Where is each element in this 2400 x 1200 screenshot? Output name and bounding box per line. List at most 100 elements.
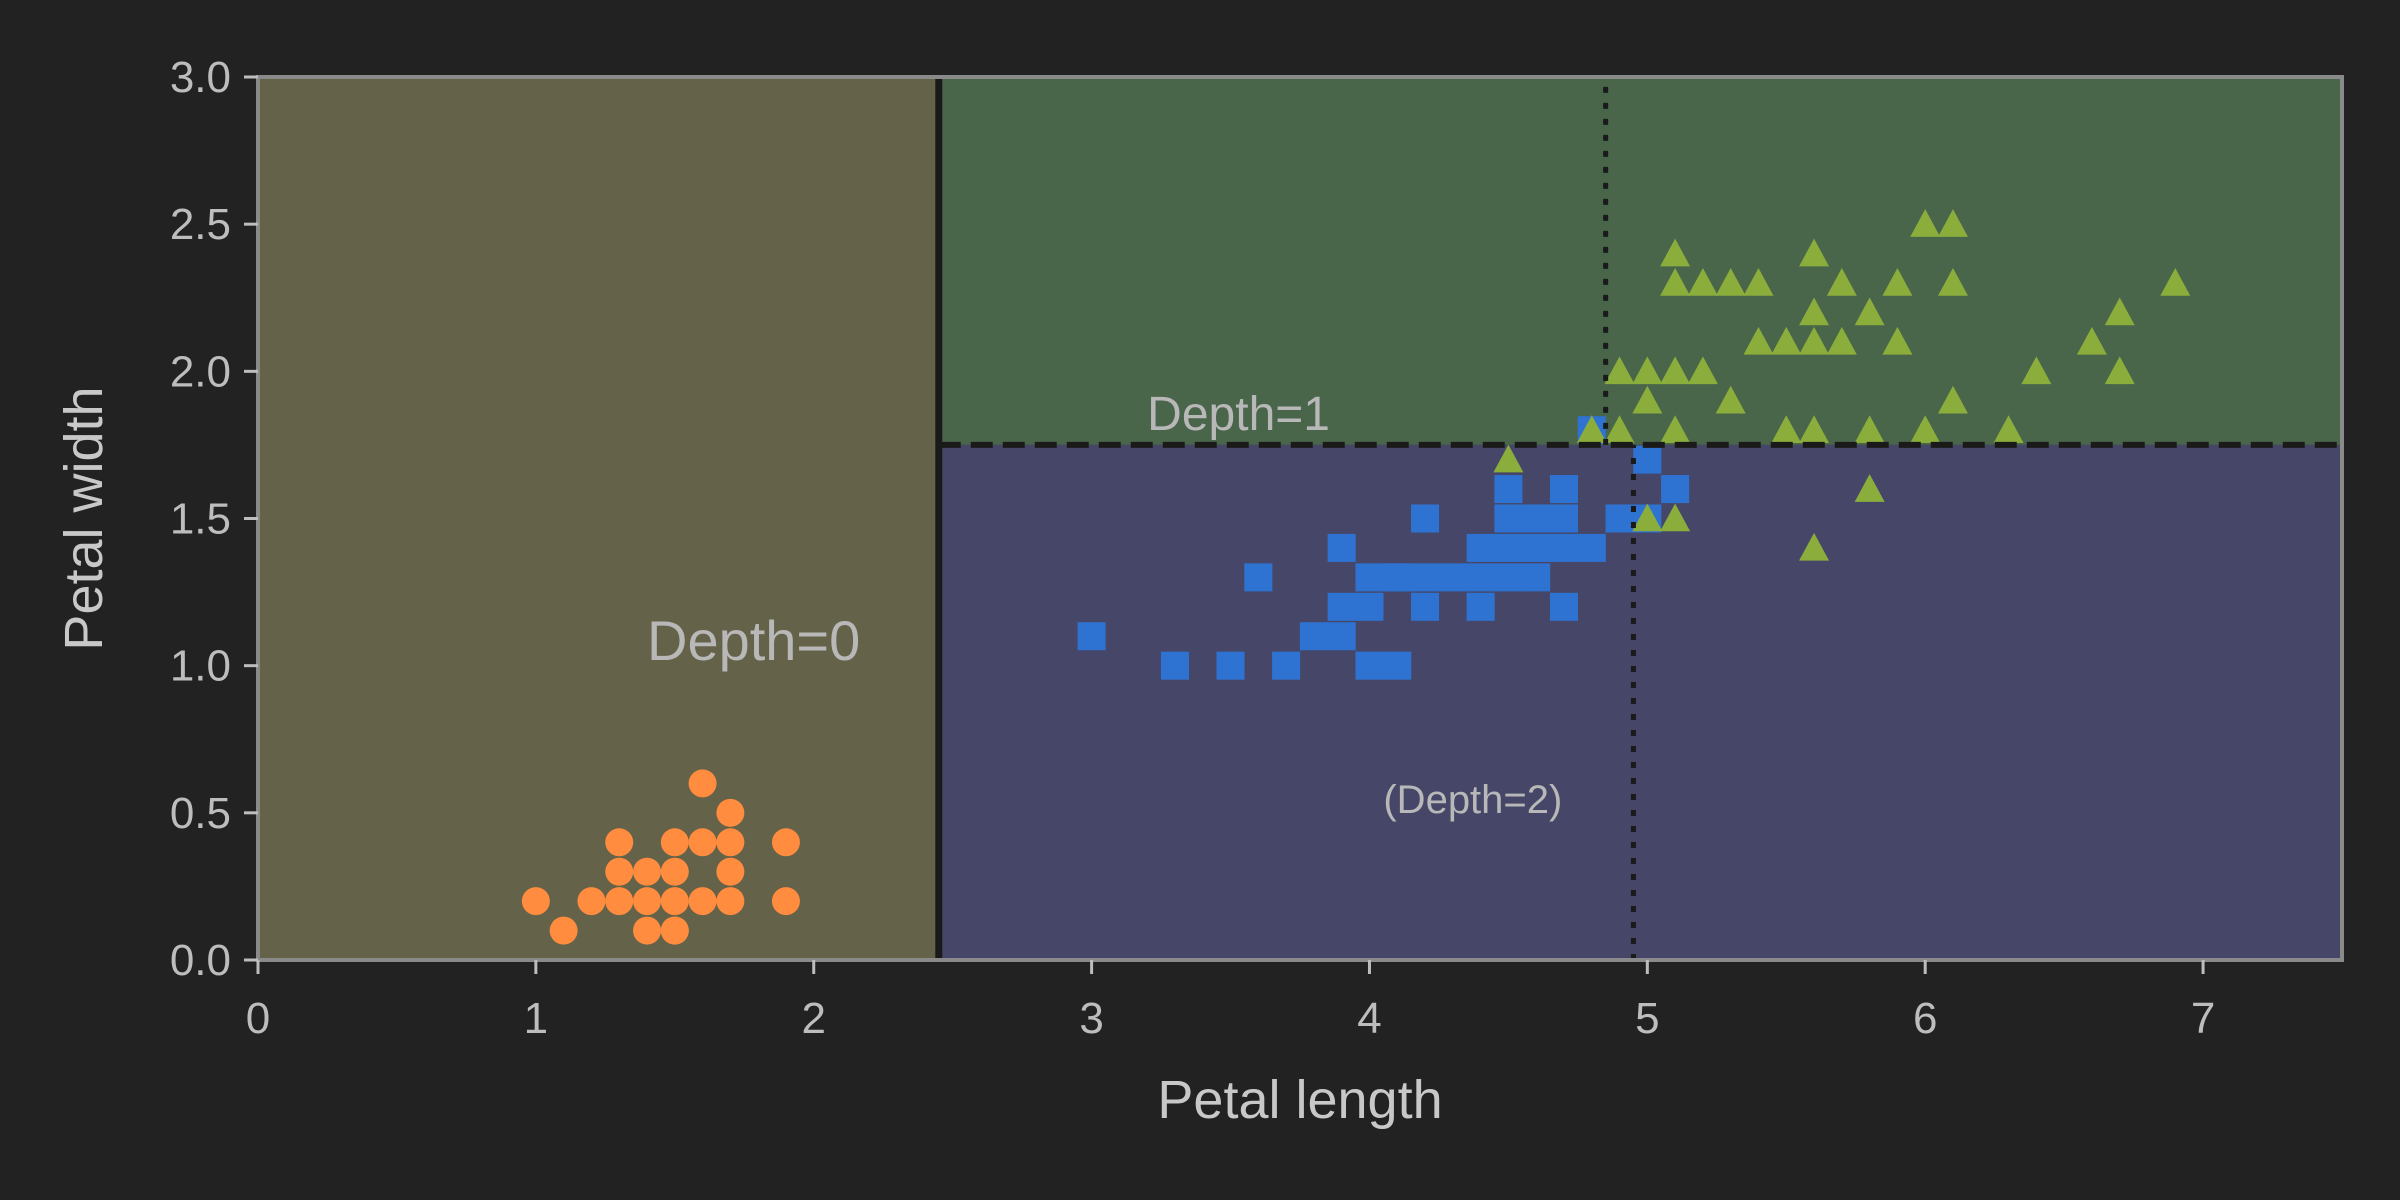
point-triangle [1799, 415, 1830, 443]
point-square [1466, 592, 1495, 621]
point-triangle [1576, 415, 1607, 443]
point-square [1160, 651, 1189, 680]
point-triangle [1660, 503, 1691, 532]
point-triangle [1660, 356, 1691, 385]
point-square [1549, 592, 1578, 621]
x-axis-title: Petal length [1157, 1070, 1442, 1130]
point-triangle [1743, 268, 1774, 296]
point-triangle [1493, 444, 1524, 473]
point-square [1522, 533, 1551, 562]
point-circle [633, 916, 662, 945]
point-square [1077, 622, 1106, 651]
point-triangle [1660, 415, 1691, 443]
point-triangle [2104, 356, 2135, 385]
point-triangle [2160, 268, 2191, 296]
point-triangle [1687, 356, 1718, 385]
point-triangle [1743, 326, 1774, 355]
point-triangle [1854, 474, 1885, 502]
depth-annotations: Depth=0 Depth=1 (Depth=2) [647, 388, 1562, 822]
x-axis: 0 1 2 3 4 5 6 7 [246, 960, 2215, 1043]
y-tick-label: 0.0 [170, 936, 231, 985]
point-triangle [1799, 297, 1830, 326]
x-tick-label: 7 [2191, 994, 2215, 1043]
point-square [1383, 651, 1412, 680]
point-square [1522, 504, 1551, 533]
y-axis: 0.0 0.5 1.0 1.5 2.0 2.5 3.0 [170, 53, 258, 985]
point-square [1327, 622, 1356, 651]
point-triangle [1604, 415, 1635, 443]
point-triangle [1993, 415, 2024, 443]
point-triangle [1771, 326, 1802, 355]
point-triangle [1771, 415, 1802, 443]
point-circle [688, 769, 717, 798]
point-circle [660, 857, 689, 886]
point-circle [771, 828, 800, 857]
point-square [1411, 592, 1440, 621]
point-circle [577, 887, 606, 916]
point-circle [716, 887, 745, 916]
data-points [521, 209, 2191, 945]
point-square [1438, 563, 1467, 592]
point-square [1383, 563, 1412, 592]
point-triangle [1632, 385, 1663, 414]
point-square [1411, 563, 1440, 592]
point-square [1244, 563, 1273, 592]
point-square [1355, 563, 1384, 592]
point-triangle [1826, 326, 1857, 355]
point-square [1549, 475, 1578, 504]
point-triangle [1632, 356, 1663, 385]
point-circle [605, 828, 634, 857]
point-circle [771, 887, 800, 916]
x-tick-label: 0 [246, 994, 270, 1043]
point-square [1466, 563, 1495, 592]
point-square [1605, 504, 1634, 533]
point-circle [633, 887, 662, 916]
point-triangle [1660, 238, 1691, 267]
point-square [1327, 533, 1356, 562]
region-0 [258, 77, 939, 960]
x-tick-label: 6 [1913, 994, 1937, 1043]
point-triangle [1826, 268, 1857, 296]
point-circle [605, 857, 634, 886]
point-circle [605, 887, 634, 916]
decision-boundaries [935, 77, 2342, 960]
point-square [1272, 651, 1301, 680]
point-triangle [1854, 415, 1885, 443]
x-tick-label: 4 [1357, 994, 1381, 1043]
point-circle [660, 828, 689, 857]
annotation-depth: Depth=0 [647, 609, 860, 672]
point-square [1494, 563, 1523, 592]
point-square [1466, 533, 1495, 562]
point-triangle [1715, 385, 1746, 414]
point-triangle [1799, 238, 1830, 267]
point-triangle [2104, 297, 2135, 326]
y-tick-label: 1.5 [170, 495, 231, 544]
x-tick-label: 3 [1079, 994, 1103, 1043]
x-tick-label: 2 [801, 994, 825, 1043]
point-square [1216, 651, 1245, 680]
y-tick-label: 2.0 [170, 347, 231, 396]
point-triangle [1882, 326, 1913, 355]
x-tick-label: 1 [524, 994, 548, 1043]
point-triangle [1687, 268, 1718, 296]
x-tick-label: 5 [1635, 994, 1659, 1043]
point-triangle [1937, 268, 1968, 296]
point-square [1494, 504, 1523, 533]
decision-regions [258, 77, 2342, 961]
point-square [1577, 533, 1606, 562]
point-triangle [1715, 268, 1746, 296]
y-tick-label: 1.0 [170, 642, 231, 691]
point-square [1661, 475, 1690, 504]
point-square [1494, 475, 1523, 504]
point-square [1299, 622, 1328, 651]
point-circle [688, 887, 717, 916]
annotation-depth: (Depth=2) [1383, 778, 1562, 822]
point-circle [521, 887, 550, 916]
point-circle [716, 798, 745, 827]
point-triangle [1937, 209, 1968, 237]
point-triangle [1910, 209, 1941, 237]
point-square [1355, 651, 1384, 680]
point-triangle [1854, 297, 1885, 326]
point-circle [716, 828, 745, 857]
